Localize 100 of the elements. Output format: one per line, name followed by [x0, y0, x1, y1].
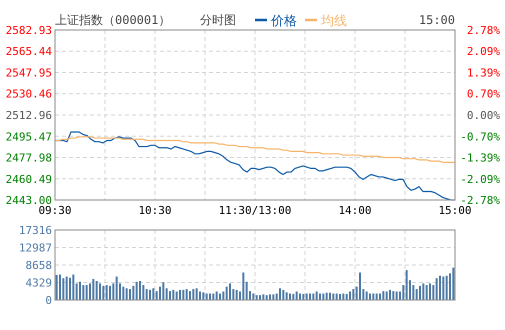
bar — [369, 294, 371, 300]
bar — [346, 294, 348, 300]
x-tick-label: 11:30/13:00 — [218, 204, 292, 217]
x-tick-label: 14:00 — [338, 204, 372, 217]
y-tick-label: 12987 — [18, 242, 52, 254]
bar — [172, 290, 174, 300]
bar — [389, 290, 391, 300]
y-tick-label: 2443.00 — [6, 194, 52, 207]
bar — [59, 274, 61, 300]
bar — [329, 292, 331, 300]
bar — [446, 276, 448, 300]
bar — [192, 289, 194, 300]
text: 15:00 — [418, 13, 455, 27]
y-tick-label: 2582.93 — [6, 24, 52, 37]
bar — [319, 294, 321, 300]
bar — [116, 276, 118, 300]
bar — [139, 281, 141, 300]
bar — [292, 294, 294, 300]
bar — [296, 292, 298, 300]
bar — [206, 294, 208, 300]
bar — [122, 286, 124, 300]
bar — [242, 272, 244, 300]
y2-tick-label: -0.70% — [460, 130, 500, 144]
bar — [186, 289, 188, 300]
y-tick-label: 17316 — [18, 224, 52, 237]
bar — [302, 294, 304, 300]
bar — [102, 286, 104, 300]
bar — [442, 276, 444, 300]
y2-tick-label: -1.39% — [460, 152, 500, 164]
bar — [256, 295, 258, 300]
bar — [366, 292, 368, 300]
bar — [199, 292, 201, 300]
bar — [349, 292, 351, 300]
bar — [129, 289, 131, 300]
bar — [196, 288, 198, 300]
bar — [312, 294, 314, 300]
bar — [322, 294, 324, 300]
bar — [266, 295, 268, 300]
bar — [169, 291, 171, 300]
bar — [89, 283, 91, 300]
bar — [162, 282, 164, 300]
legend-label: 价格 — [270, 14, 297, 29]
bar — [406, 270, 408, 300]
bar — [452, 268, 454, 300]
bar — [376, 294, 378, 300]
y2-tick-label: 2.09% — [466, 45, 500, 58]
bar — [309, 294, 311, 300]
bar — [202, 292, 204, 300]
bar — [176, 292, 178, 300]
x-tick-label: 10:30 — [138, 204, 172, 217]
bar — [352, 289, 354, 300]
bar — [252, 294, 254, 300]
bar — [99, 283, 101, 300]
bar — [386, 292, 388, 300]
y-tick-label: 2512.96 — [6, 109, 52, 122]
bar — [219, 294, 221, 300]
bar — [426, 285, 428, 300]
bar — [146, 289, 148, 300]
y-tick-label: 2565.44 — [6, 45, 52, 58]
bar — [339, 294, 341, 300]
x-tick-label: 09:30 — [38, 204, 72, 217]
bar — [66, 276, 68, 300]
y-tick-label: 2530.46 — [6, 88, 52, 101]
bar — [136, 282, 138, 300]
bar — [306, 294, 308, 300]
y-tick-label: 2547.95 — [6, 66, 52, 80]
bar — [72, 274, 74, 300]
bar — [289, 294, 291, 300]
y-tick-label: 0 — [45, 294, 52, 307]
bar — [392, 291, 394, 300]
chart-title: 上证指数（000001） — [55, 13, 170, 27]
bar — [372, 294, 374, 300]
bar — [299, 294, 301, 300]
bar — [419, 286, 421, 300]
bar — [126, 288, 128, 300]
bar — [182, 290, 184, 300]
bar — [379, 294, 381, 300]
bar — [422, 283, 424, 300]
bar — [209, 294, 211, 300]
y-tick-label: 8658 — [26, 259, 52, 272]
bar — [152, 288, 154, 300]
y-tick-label: 2495.47 — [6, 130, 52, 144]
bar — [189, 291, 191, 300]
bar — [179, 290, 181, 300]
y2-tick-label: 2.78% — [466, 24, 500, 37]
y-tick-label: 4329 — [26, 276, 52, 290]
y2-tick-label: 0.70% — [466, 88, 500, 101]
bar — [336, 294, 338, 300]
bar — [229, 283, 231, 300]
bar — [439, 276, 441, 300]
bar — [86, 285, 88, 300]
y-tick-label: 2477.98 — [6, 152, 52, 165]
bar — [429, 283, 431, 300]
y2-tick-label: -2.78% — [460, 194, 500, 207]
bar — [212, 294, 214, 300]
y-tick-label: 2460.49 — [6, 172, 52, 186]
bar — [92, 278, 94, 300]
line-series — [54, 136, 456, 163]
bar — [436, 278, 438, 300]
bar — [279, 288, 281, 300]
